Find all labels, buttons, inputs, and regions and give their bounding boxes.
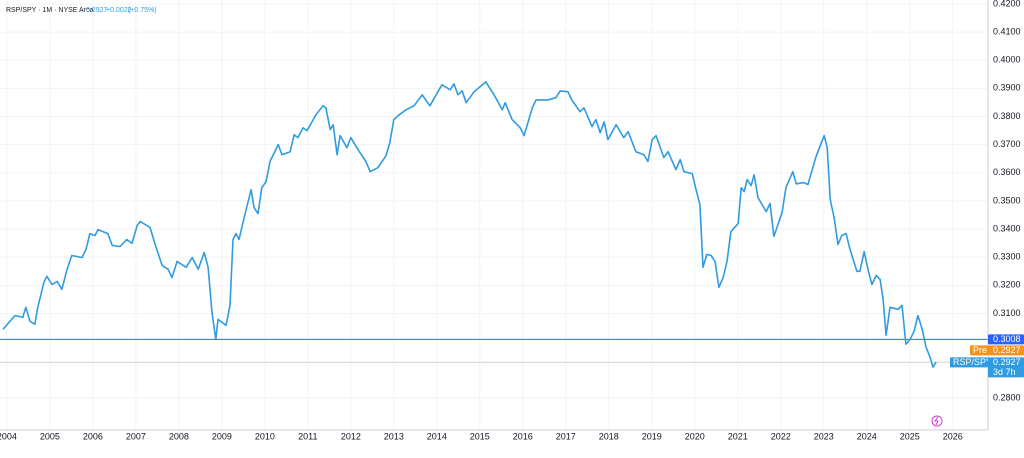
x-tick-label: 2020 bbox=[685, 431, 705, 441]
pre-badge-label: 0.2927 bbox=[993, 345, 1021, 355]
event-icon-bolt bbox=[934, 416, 939, 426]
y-tick-label: 0.4100 bbox=[993, 26, 1021, 36]
plot bbox=[0, 81, 988, 368]
y-tick-label: 0.2800 bbox=[993, 392, 1021, 402]
pre-tag-label: Pre bbox=[973, 345, 987, 355]
x-tick-label: 2016 bbox=[513, 431, 533, 441]
x-tick-label: 2026 bbox=[943, 431, 963, 441]
y-tick-label: 0.4200 bbox=[993, 0, 1021, 8]
last-price: 0.2927 bbox=[86, 7, 108, 14]
x-tick-label: 2014 bbox=[427, 431, 447, 441]
x-tick-label: 2022 bbox=[771, 431, 791, 441]
x-tick-label: 2015 bbox=[470, 431, 490, 441]
series-line bbox=[2, 81, 937, 368]
x-tick-label: 2010 bbox=[255, 431, 275, 441]
x-tick-label: 2004 bbox=[0, 431, 17, 441]
y-tick-label: 0.4000 bbox=[993, 55, 1021, 65]
y-tick-label: 0.3600 bbox=[993, 167, 1021, 177]
x-tick-label: 2005 bbox=[40, 431, 60, 441]
y-tick-label: 0.3100 bbox=[993, 308, 1021, 318]
axis-labels: 0.2800 0.3100 0.3200 0.3300 0.3400 0.3500 0.36… bbox=[0, 0, 1024, 441]
x-tick-label: 2012 bbox=[341, 431, 361, 441]
last-badge-label: 0.2927 bbox=[993, 357, 1021, 367]
x-tick-label: 2008 bbox=[169, 431, 189, 441]
y-tick-label: 0.3300 bbox=[993, 252, 1021, 262]
x-tick-label: 2018 bbox=[599, 431, 619, 441]
x-tick-label: 2021 bbox=[728, 431, 748, 441]
x-tick-label: 2017 bbox=[556, 431, 576, 441]
y-tick-label: 0.3500 bbox=[993, 195, 1021, 205]
price-badge bbox=[988, 334, 1024, 345]
change: +0.0022 bbox=[106, 7, 132, 14]
countdown-label: 3d 7h bbox=[993, 367, 1016, 377]
y-tick-label: 0.3400 bbox=[993, 223, 1021, 233]
symbol: RSP/SPY · 1M · NYSE Arca bbox=[6, 7, 94, 14]
x-tick-label: 2019 bbox=[642, 431, 662, 441]
x-tick-label: 2013 bbox=[384, 431, 404, 441]
change-percent: (+0.75%) bbox=[128, 7, 157, 14]
series-tag-label: RSP/SPY bbox=[953, 357, 992, 367]
price-badge-label: 0.3008 bbox=[993, 334, 1021, 344]
x-tick-label: 2023 bbox=[814, 431, 834, 441]
x-tick-label: 2024 bbox=[857, 431, 877, 441]
x-tick-label: 2025 bbox=[900, 431, 920, 441]
x-tick-label: 2011 bbox=[298, 431, 317, 441]
series-tag bbox=[950, 357, 988, 368]
x-tick-label: 2006 bbox=[83, 431, 103, 441]
event-icon[interactable] bbox=[931, 415, 943, 427]
last-badge bbox=[988, 357, 1024, 378]
pre-tag bbox=[970, 345, 988, 356]
x-tick-label: 2007 bbox=[126, 431, 146, 441]
y-tick-label: 0.3200 bbox=[993, 280, 1021, 290]
y-tick-label: 0.3900 bbox=[993, 83, 1021, 93]
pre-badge bbox=[988, 345, 1024, 356]
y-tick-label: 0.3700 bbox=[993, 139, 1021, 149]
y-tick-label: 0.3800 bbox=[993, 111, 1021, 121]
x-tick-label: 2009 bbox=[212, 431, 232, 441]
